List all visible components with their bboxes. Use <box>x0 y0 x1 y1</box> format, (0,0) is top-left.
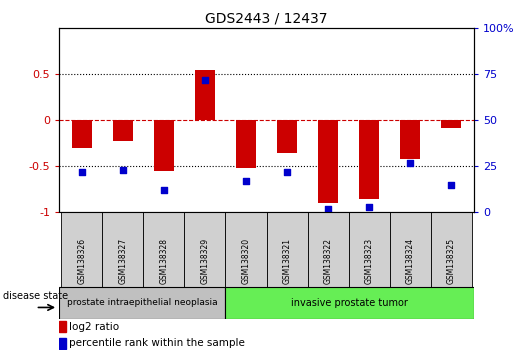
Bar <box>59 338 66 349</box>
Text: percentile rank within the sample: percentile rank within the sample <box>70 338 245 348</box>
Text: GSM138323: GSM138323 <box>365 238 373 284</box>
Bar <box>72 120 92 148</box>
FancyBboxPatch shape <box>226 212 267 287</box>
FancyBboxPatch shape <box>390 212 431 287</box>
Bar <box>318 120 338 203</box>
Point <box>78 169 86 175</box>
Text: log2 ratio: log2 ratio <box>70 321 119 332</box>
Bar <box>400 120 420 159</box>
Text: GSM138327: GSM138327 <box>118 238 127 284</box>
Point <box>242 178 250 184</box>
Bar <box>359 120 380 199</box>
Text: GSM138324: GSM138324 <box>406 238 415 284</box>
Point <box>365 204 373 210</box>
Text: invasive prostate tumor: invasive prostate tumor <box>291 298 408 308</box>
Point <box>201 77 209 83</box>
Point <box>406 160 414 166</box>
Text: GSM138322: GSM138322 <box>323 238 333 284</box>
FancyBboxPatch shape <box>267 212 307 287</box>
FancyBboxPatch shape <box>143 212 184 287</box>
Text: GSM138325: GSM138325 <box>447 238 456 284</box>
Text: GSM138321: GSM138321 <box>283 238 291 284</box>
FancyBboxPatch shape <box>431 212 472 287</box>
Text: GSM138326: GSM138326 <box>77 238 87 284</box>
FancyBboxPatch shape <box>349 212 390 287</box>
FancyBboxPatch shape <box>61 212 102 287</box>
Bar <box>441 120 461 128</box>
Bar <box>59 321 66 332</box>
Point <box>324 206 332 212</box>
Point <box>119 167 127 173</box>
Point <box>160 188 168 193</box>
FancyBboxPatch shape <box>226 287 474 319</box>
Bar <box>236 120 256 168</box>
Text: disease state: disease state <box>3 291 67 301</box>
Point <box>447 182 455 188</box>
Text: prostate intraepithelial neoplasia: prostate intraepithelial neoplasia <box>67 298 218 307</box>
Point <box>283 169 291 175</box>
Bar <box>113 120 133 141</box>
FancyBboxPatch shape <box>59 287 226 319</box>
FancyBboxPatch shape <box>184 212 226 287</box>
Bar <box>153 120 174 171</box>
Text: GSM138320: GSM138320 <box>242 238 250 284</box>
Text: GSM138329: GSM138329 <box>200 238 210 284</box>
FancyBboxPatch shape <box>307 212 349 287</box>
Bar <box>277 120 297 153</box>
Title: GDS2443 / 12437: GDS2443 / 12437 <box>205 12 328 26</box>
Text: GSM138328: GSM138328 <box>160 238 168 284</box>
Bar <box>195 70 215 120</box>
FancyBboxPatch shape <box>102 212 143 287</box>
